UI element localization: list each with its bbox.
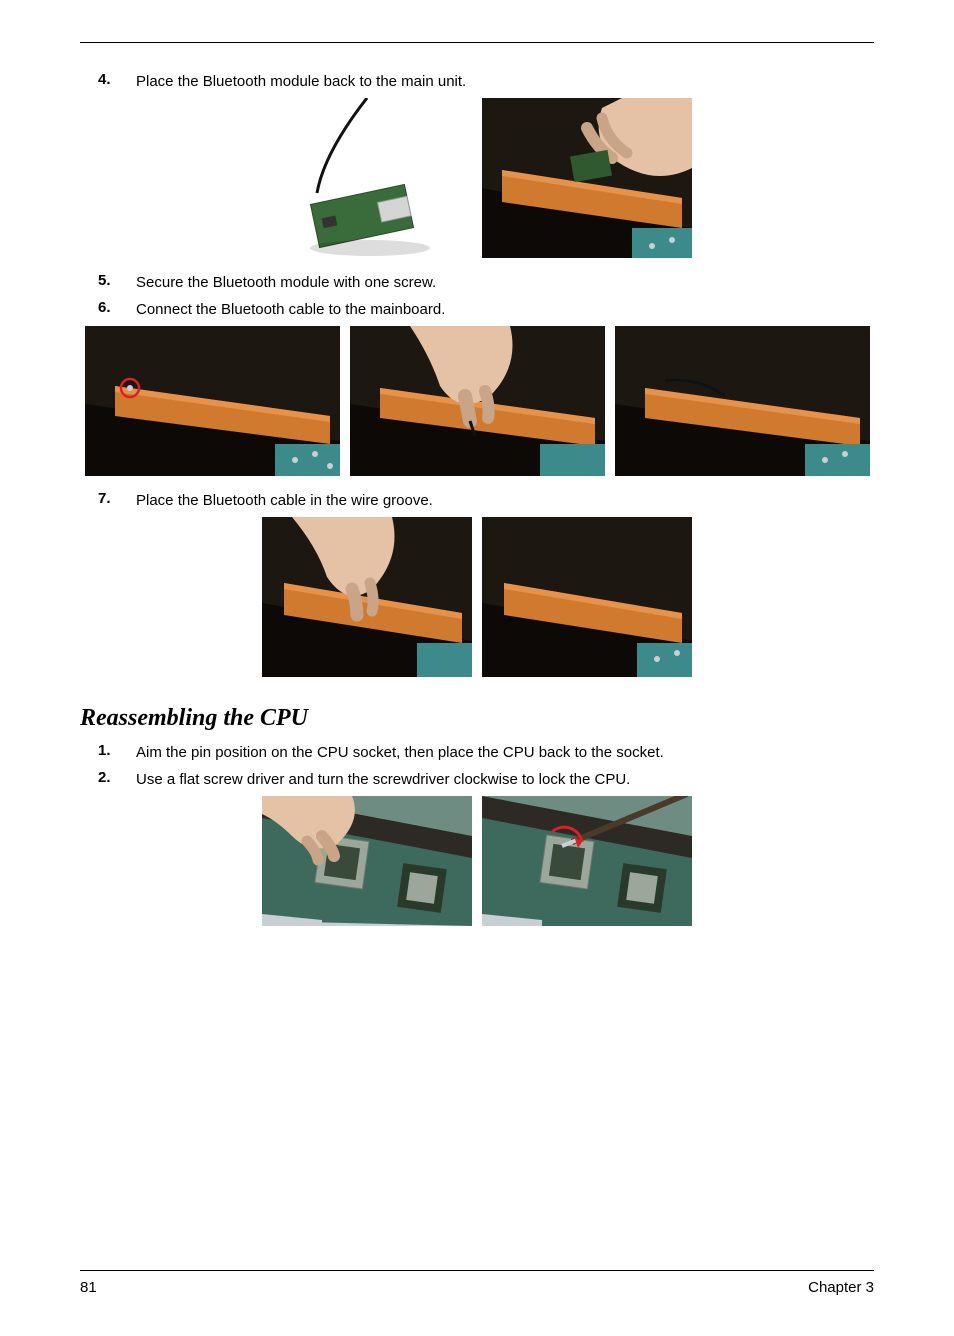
step-text: Place the Bluetooth cable in the wire gr… [130,490,433,511]
step-text: Place the Bluetooth module back to the m… [130,71,466,92]
section-heading-reassembling-cpu: Reassembling the CPU [80,705,874,732]
step-text: Use a flat screw driver and turn the scr… [130,769,630,790]
cpu-step-2: 2. Use a flat screw driver and turn the … [80,769,874,790]
figure-cable-routed [482,517,692,677]
image-row-1 [80,98,874,258]
image-row-2 [80,326,874,476]
figure-lock-cpu [482,796,692,926]
step-7: 7. Place the Bluetooth cable in the wire… [80,490,874,511]
page-number: 81 [80,1279,97,1296]
cpu-step-1: 1. Aim the pin position on the CPU socke… [80,742,874,763]
step-text: Aim the pin position on the CPU socket, … [130,742,664,763]
figure-hand-place-module [482,98,692,258]
step-num: 2. [80,769,130,786]
chapter-label: Chapter 3 [808,1279,874,1296]
top-rule [80,42,874,43]
step-num: 5. [80,272,130,289]
figure-place-cpu [262,796,472,926]
step-6: 6. Connect the Bluetooth cable to the ma… [80,299,874,320]
step-4: 4. Place the Bluetooth module back to th… [80,71,874,92]
step-num: 1. [80,742,130,759]
step-num: 4. [80,71,130,88]
figure-screw-highlight [85,326,340,476]
step-text: Connect the Bluetooth cable to the mainb… [130,299,445,320]
step-5: 5. Secure the Bluetooth module with one … [80,272,874,293]
document-page: 4. Place the Bluetooth module back to th… [0,0,954,1336]
image-row-3 [80,517,874,677]
page-footer: 81 Chapter 3 [80,1270,874,1296]
figure-bt-module [262,98,472,258]
figure-cable-connected [615,326,870,476]
footer-rule [80,1270,874,1271]
image-row-4 [80,796,874,926]
step-num: 6. [80,299,130,316]
figure-connect-cable-hand [350,326,605,476]
step-text: Secure the Bluetooth module with one scr… [130,272,436,293]
step-num: 7. [80,490,130,507]
figure-route-cable-hand [262,517,472,677]
